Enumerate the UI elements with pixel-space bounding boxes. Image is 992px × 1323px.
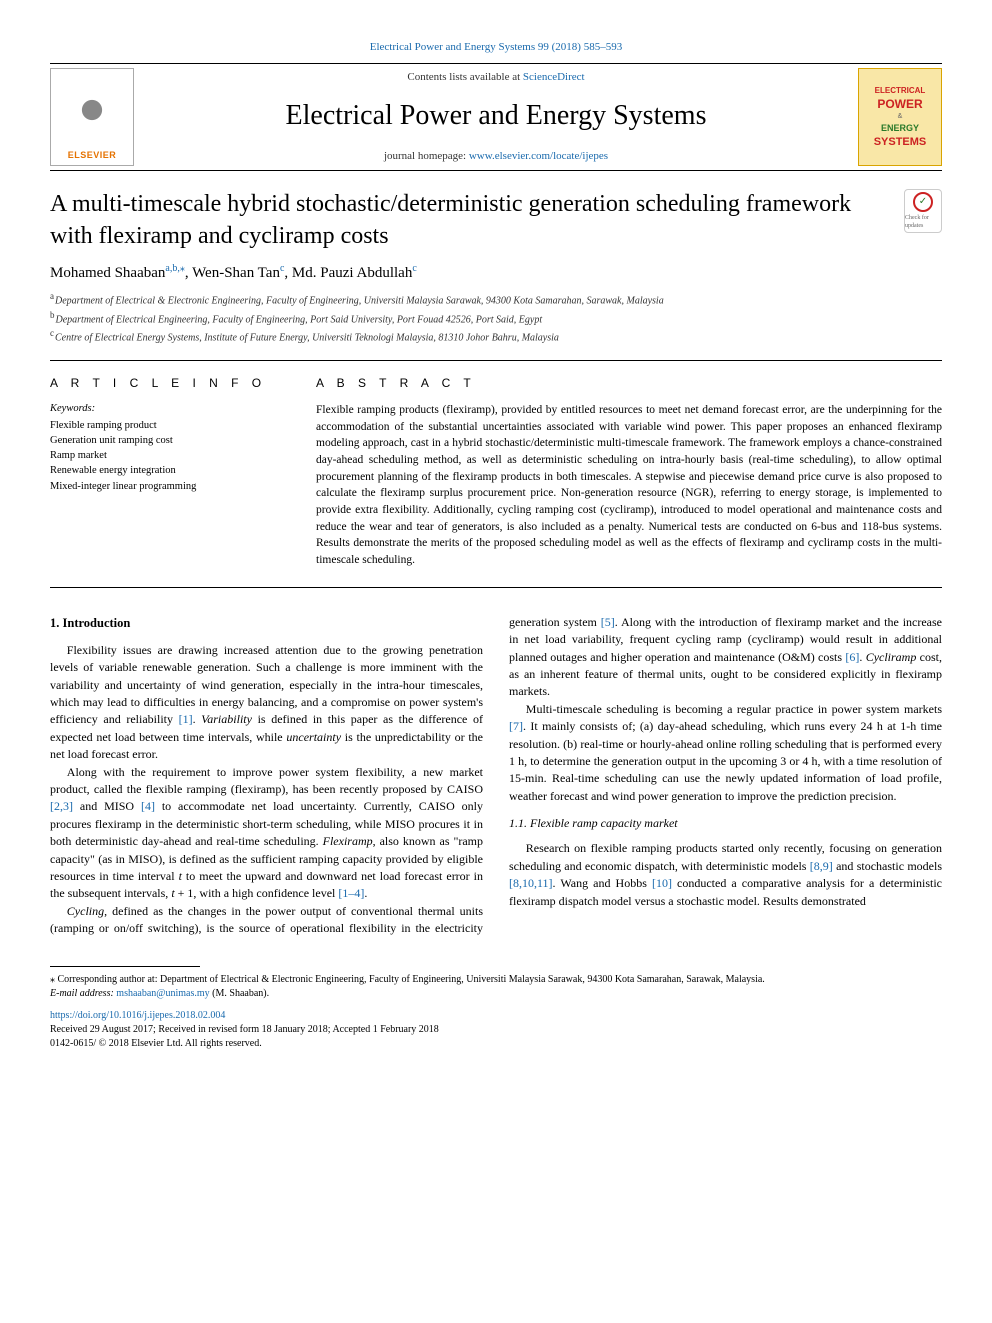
affiliations: aDepartment of Electrical & Electronic E… (50, 290, 942, 346)
journal-homepage: journal homepage: www.elsevier.com/locat… (148, 149, 844, 164)
author-3: Md. Pauzi Abdullah (292, 265, 412, 281)
keyword-item: Ramp market (50, 448, 290, 463)
footnote-marker: ⁎ (50, 974, 55, 985)
citation-link[interactable]: [1–4] (338, 886, 364, 900)
citation-link[interactable]: [5] (601, 615, 615, 629)
paragraph: Along with the requirement to improve po… (50, 764, 483, 903)
corresponding-author-footnote: ⁎ Corresponding author at: Department of… (50, 973, 942, 1001)
abstract-heading: A B S T R A C T (316, 375, 942, 392)
article-info-heading: A R T I C L E I N F O (50, 375, 290, 392)
citation-link[interactable]: [7] (509, 719, 523, 733)
publisher-name: ELSEVIER (68, 149, 117, 162)
check-icon: ✓ (913, 192, 933, 212)
email-link[interactable]: mshaaban@unimas.my (116, 988, 209, 999)
keyword-item: Renewable energy integration (50, 463, 290, 478)
author-2-affiliation-link[interactable]: c (280, 263, 284, 274)
journal-title: Electrical Power and Energy Systems (148, 96, 844, 135)
header-center: Contents lists available at ScienceDirec… (148, 70, 844, 164)
cover-line-3: ENERGY (881, 122, 919, 135)
footnote-separator (50, 966, 200, 967)
doi-link[interactable]: https://doi.org/10.1016/j.ijepes.2018.02… (50, 1010, 225, 1021)
journal-cover-thumbnail: ELECTRICAL POWER & ENERGY SYSTEMS (858, 68, 942, 166)
article-info-column: A R T I C L E I N F O Keywords: Flexible… (50, 375, 290, 569)
citation-link[interactable]: [8,9] (810, 859, 833, 873)
citation-link[interactable]: [8,10,11] (509, 876, 553, 890)
citation-link[interactable]: [2,3] (50, 799, 73, 813)
sciencedirect-link[interactable]: ScienceDirect (523, 71, 585, 83)
author-3-affiliation-link[interactable]: c (412, 263, 416, 274)
publisher-logo: ELSEVIER (50, 68, 134, 166)
contents-available: Contents lists available at ScienceDirec… (148, 70, 844, 85)
keyword-item: Generation unit ramping cost (50, 433, 290, 448)
crossmark-badge[interactable]: ✓ Check for updates (904, 189, 942, 233)
keyword-item: Flexible ramping product (50, 418, 290, 433)
journal-reference: Electrical Power and Energy Systems 99 (… (50, 40, 942, 55)
author-1-affiliation-link[interactable]: a,b,⁎ (165, 263, 184, 274)
article-body: 1. Introduction Flexibility issues are d… (50, 614, 942, 938)
author-list: Mohamed Shaabana,b,⁎, Wen-Shan Tanc, Md.… (50, 262, 942, 284)
keywords-list: Flexible ramping product Generation unit… (50, 418, 290, 494)
homepage-link[interactable]: www.elsevier.com/locate/ijepes (469, 150, 608, 162)
author-1: Mohamed Shaaban (50, 265, 165, 281)
subsection-1-1-heading: 1.1. Flexible ramp capacity market (509, 815, 942, 832)
paragraph: Research on flexible ramping products st… (509, 840, 942, 910)
copyright-line: 0142-0615/ © 2018 Elsevier Ltd. All righ… (50, 1037, 942, 1051)
abstract-text: Flexible ramping products (flexiramp), p… (316, 402, 942, 569)
cover-amp: & (898, 112, 903, 122)
check-badge-text: Check for updates (905, 214, 941, 231)
abstract-column: A B S T R A C T Flexible ramping product… (316, 375, 942, 569)
doi-line: https://doi.org/10.1016/j.ijepes.2018.02… (50, 1009, 942, 1023)
keywords-label: Keywords: (50, 402, 290, 417)
elsevier-tree-icon (62, 89, 122, 149)
affiliation-a: aDepartment of Electrical & Electronic E… (50, 290, 942, 309)
affiliation-c: cCentre of Electrical Energy Systems, In… (50, 327, 942, 346)
citation-link[interactable]: [10] (652, 876, 672, 890)
footnote-text: Corresponding author at: Department of E… (58, 974, 765, 985)
article-title: A multi-timescale hybrid stochastic/dete… (50, 189, 890, 251)
affiliation-b: bDepartment of Electrical Engineering, F… (50, 309, 942, 328)
contents-prefix: Contents lists available at (407, 71, 522, 83)
email-suffix: (M. Shaaban). (210, 988, 269, 999)
cover-line-2: POWER (877, 96, 922, 113)
email-label: E-mail address: (50, 988, 116, 999)
keyword-item: Mixed-integer linear programming (50, 479, 290, 494)
section-1-heading: 1. Introduction (50, 614, 483, 632)
paragraph: Multi-timescale scheduling is becoming a… (509, 701, 942, 805)
cover-line-4: SYSTEMS (874, 135, 927, 150)
homepage-prefix: journal homepage: (384, 150, 469, 162)
citation-link[interactable]: [1] (179, 712, 193, 726)
cover-line-1: ELECTRICAL (875, 85, 926, 96)
citation-link[interactable]: [4] (141, 799, 155, 813)
paragraph: Flexibility issues are drawing increased… (50, 642, 483, 764)
journal-header: ELSEVIER Contents lists available at Sci… (50, 63, 942, 171)
citation-link[interactable]: [6] (845, 650, 859, 664)
article-history: Received 29 August 2017; Received in rev… (50, 1023, 942, 1037)
info-abstract-block: A R T I C L E I N F O Keywords: Flexible… (50, 360, 942, 588)
author-2: Wen-Shan Tan (192, 265, 280, 281)
